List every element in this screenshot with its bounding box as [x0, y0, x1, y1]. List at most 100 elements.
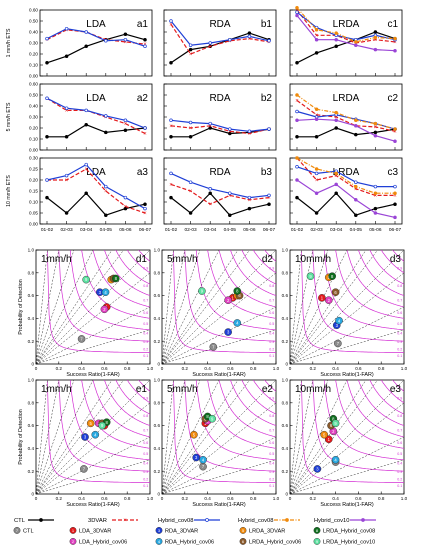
legend-marker [39, 518, 43, 522]
x-tick-label: 0.8 [250, 366, 257, 371]
legend-label: Hybrid_cov08 [158, 518, 193, 524]
csi-contour-label: 0.3 [397, 470, 402, 474]
point-num: 3 [316, 467, 319, 472]
bias-line [162, 459, 276, 494]
line-panel-a3: 0.00 0.05 0.10 0.15 0.20 0.25 0.30 01-02 02-03 03… [6, 156, 153, 233]
csi-contour-label: 0.4 [269, 462, 274, 466]
bias-line [36, 380, 113, 494]
perf-panel-d1: 0.10.20.30.40.50.60.70.80.9000.20.20.40.… [18, 248, 154, 378]
csi-contour-label: 0.7 [397, 429, 402, 433]
series-marker-ctl [64, 54, 69, 58]
point-rda_hybrid_cov06 [199, 455, 207, 464]
x-tick-label: 0.4 [332, 496, 339, 501]
legend-point-lda_hybrid_cov06 [69, 538, 77, 545]
perf-inner: 0.1 0.2 0.3 0.4 0.5 0.6 0.7 0.8 0.9 [290, 380, 404, 494]
series-marker-ctl [314, 135, 319, 139]
series-marker-ctl [104, 130, 108, 135]
panel-frame [39, 83, 153, 151]
point-num: 1 [328, 437, 331, 442]
series-marker-hybrid_cov08 [169, 171, 173, 176]
bias-line [36, 380, 94, 494]
point-lrda_hybrid_cov08 [328, 272, 336, 281]
legend-label: LRDA_Hybrid_cov08 [323, 528, 375, 534]
y-tick-label: 0.25 [29, 167, 38, 172]
csi-contour-label: 0.6 [397, 311, 402, 315]
point-num: 8 [115, 276, 118, 281]
series-marker-ctl [334, 126, 338, 130]
csi-contour [81, 250, 150, 319]
panel-tag: e1 [136, 384, 148, 395]
csi-contour [264, 250, 276, 262]
point-num: 9 [201, 289, 204, 294]
csi-contour [323, 250, 404, 331]
point-lrda_3dvar [190, 430, 198, 439]
x-axis-label: Success Ratio(1-FAR) [192, 372, 246, 378]
y-tick-label: 0.8 [154, 400, 161, 405]
bias-line [162, 380, 276, 494]
series-marker-3dvar: × [189, 126, 193, 132]
panel-tag: d3 [390, 254, 402, 265]
series-marker-ctl [123, 32, 128, 36]
y-tick-label: 0.6 [154, 293, 161, 298]
series-line-hybrid_cov08 [296, 11, 396, 41]
csi-contour-label: 0.4 [143, 462, 148, 466]
x-axis-label: Success Ratio(1-FAR) [320, 372, 374, 378]
legend-label: Hybrid_cov10 [314, 518, 349, 524]
point-num: 2 [227, 298, 230, 303]
series-marker-hybrid_cov10 [393, 215, 397, 220]
y-tick-label: 0.2 [28, 469, 35, 474]
y-axis-label: Probability of Detection [18, 409, 24, 464]
point-num: 8 [236, 289, 239, 294]
y-tick-label: 0.30 [29, 156, 38, 161]
point-lda_hybrid_cov06 [224, 296, 232, 304]
series-marker-ctl [45, 195, 49, 200]
bias-line [36, 250, 94, 364]
y-tick-label: 0 [157, 362, 160, 367]
bias-line [290, 380, 314, 494]
bias-line [290, 250, 367, 364]
series-marker-hybrid_cov08 [247, 195, 252, 200]
csi-contour-label: 0.4 [397, 332, 402, 336]
series-marker-ctl [188, 47, 193, 52]
point-num: 4 [236, 321, 239, 326]
csi-contour-label: 0.6 [269, 441, 274, 445]
bias-line [36, 250, 60, 364]
csi-contour [230, 380, 276, 426]
series-marker-hybrid_cov08 [208, 121, 212, 126]
csi-contour [173, 381, 276, 483]
series-line-3dvar [296, 100, 396, 132]
x-tick-label: 0 [289, 496, 292, 501]
csi-contour-label: 0.6 [143, 441, 148, 445]
panel-label: 1mm/h [41, 384, 72, 395]
point-lrda_hybrid_cov06 [331, 288, 340, 296]
csi-contour-label: 0.8 [143, 414, 148, 418]
x-tick-label: 0.8 [378, 366, 385, 371]
x-tick-label: 0.4 [78, 366, 85, 371]
point-lrda_hybrid_cov10 [98, 421, 106, 430]
series-line-hybrid_cov08 [46, 28, 146, 47]
point-num: 9 [85, 277, 88, 282]
point-num: 6 [334, 290, 337, 295]
bias-line [36, 250, 48, 364]
series-marker-3dvar: × [228, 193, 232, 199]
series-marker-3dvar: × [334, 174, 338, 180]
x-tick-label: 0.6 [355, 366, 362, 371]
x-tick-label: 0.2 [182, 366, 189, 371]
series-marker-hybrid_cov08 [393, 184, 397, 189]
csi-contour-label: 0.9 [143, 267, 148, 271]
series-line-3dvar [170, 23, 270, 55]
series-line-ctl [296, 192, 396, 216]
csi-contour-label: 0.2 [143, 347, 148, 351]
x-tick-label: 02-03 [60, 227, 73, 233]
y-tick-label: 0.60 [29, 8, 38, 13]
legend-label: LDA_Hybrid_cov06 [79, 539, 127, 545]
series-marker-hybrid_cov08 [104, 184, 108, 189]
x-tick-label: 0.6 [355, 496, 362, 501]
series-marker-ctl [295, 135, 299, 139]
series-marker-hybrid_cov06 [334, 31, 338, 35]
y-axis-label: Probability of Detection [18, 279, 24, 334]
series-line-3dvar [296, 9, 396, 44]
series-marker-hybrid_cov08 [45, 178, 49, 182]
series-marker-3dvar: × [315, 178, 319, 184]
